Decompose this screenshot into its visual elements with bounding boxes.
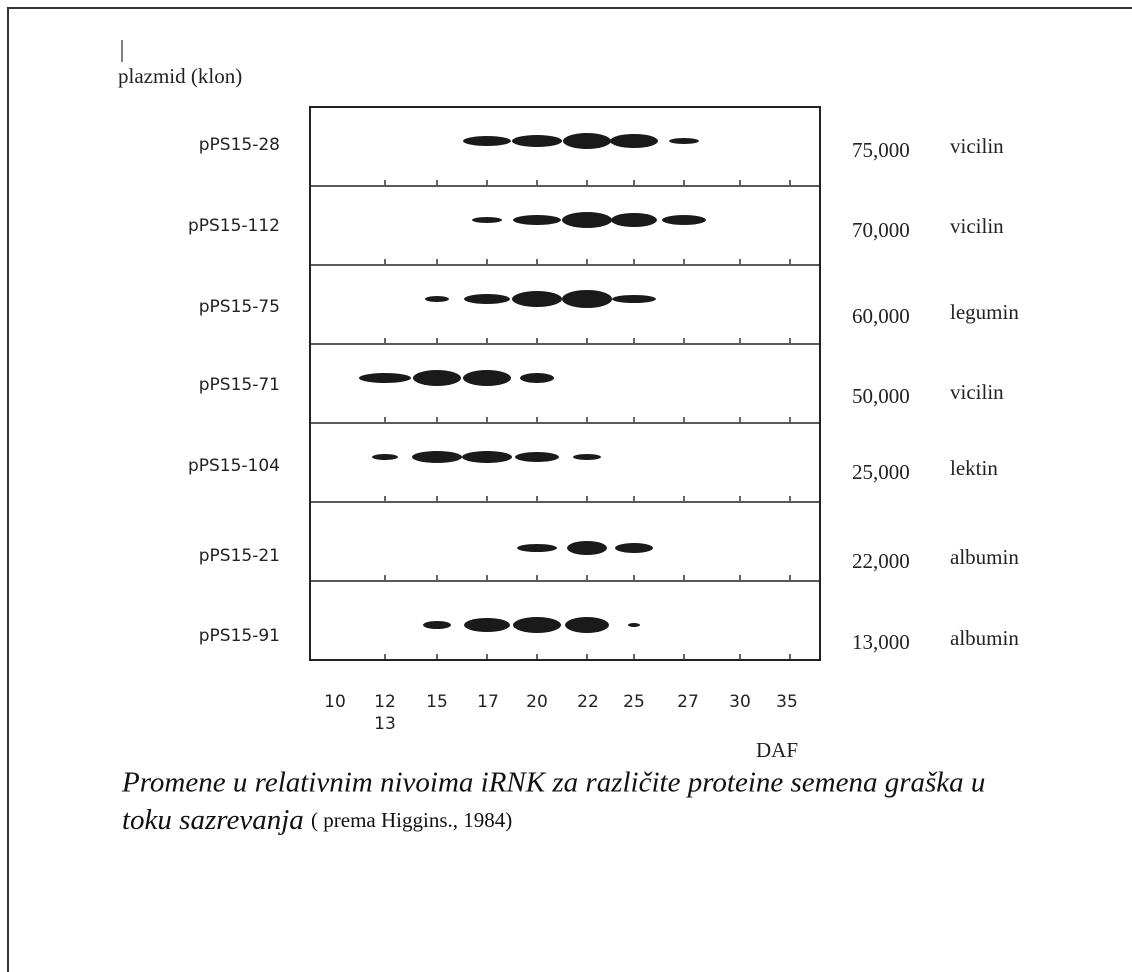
caption-line: Promene u relativnim nivoima iRNK za raz… bbox=[121, 767, 985, 799]
protein-label: legumin bbox=[950, 300, 1019, 324]
clone-label: pPS15-112 bbox=[188, 216, 280, 236]
protein-label: albumin bbox=[950, 626, 1019, 650]
band bbox=[423, 621, 451, 629]
band bbox=[513, 617, 561, 633]
band bbox=[372, 454, 398, 460]
clone-label: pPS15-21 bbox=[199, 546, 280, 566]
band bbox=[513, 215, 561, 225]
band bbox=[563, 133, 611, 149]
size-label: 75,000 bbox=[852, 138, 910, 162]
size-label: 50,000 bbox=[852, 384, 910, 408]
band bbox=[562, 290, 612, 308]
band bbox=[610, 134, 658, 148]
protein-label: vicilin bbox=[950, 214, 1004, 238]
protein-label: albumin bbox=[950, 545, 1019, 569]
band bbox=[611, 213, 657, 227]
clone-label: pPS15-28 bbox=[199, 135, 280, 155]
x-axis-title: DAF bbox=[756, 738, 798, 762]
clone-label: pPS15-91 bbox=[199, 626, 280, 646]
x-label: 25 bbox=[623, 692, 645, 712]
caption-source: ( prema Higgins., 1984) bbox=[311, 808, 512, 832]
band bbox=[628, 623, 640, 627]
band bbox=[412, 451, 462, 463]
x-label: 12 bbox=[374, 692, 396, 712]
band bbox=[562, 212, 612, 228]
x-label: 17 bbox=[477, 692, 499, 712]
x-label: 10 bbox=[324, 692, 346, 712]
band bbox=[472, 217, 502, 223]
header-label: plazmid (klon) bbox=[118, 64, 242, 88]
band bbox=[573, 454, 601, 460]
size-label: 60,000 bbox=[852, 304, 910, 328]
band bbox=[662, 215, 706, 225]
x-label: 22 bbox=[577, 692, 599, 712]
band bbox=[612, 295, 656, 303]
band bbox=[512, 135, 562, 147]
band bbox=[512, 291, 562, 307]
band bbox=[615, 543, 653, 553]
band bbox=[359, 373, 411, 383]
caption-line: toku sazrevanja ( prema Higgins., 1984) bbox=[122, 804, 512, 836]
protein-label: lektin bbox=[950, 456, 998, 480]
x-label: 20 bbox=[526, 692, 548, 712]
band bbox=[520, 373, 554, 383]
x-label: 30 bbox=[729, 692, 751, 712]
size-label: 25,000 bbox=[852, 460, 910, 484]
band bbox=[463, 370, 511, 386]
band bbox=[462, 451, 512, 463]
band bbox=[425, 296, 449, 302]
clone-label: pPS15-104 bbox=[188, 456, 280, 476]
band bbox=[565, 617, 609, 633]
rows: pPS15-28 75,000 vicilin pPS15-112 70,000 vici… bbox=[188, 133, 1019, 659]
band bbox=[567, 541, 607, 555]
blot-box bbox=[309, 106, 821, 661]
band bbox=[413, 370, 461, 386]
x-label: 27 bbox=[677, 692, 699, 712]
size-label: 13,000 bbox=[852, 630, 910, 654]
frame bbox=[7, 7, 1132, 972]
clone-label: pPS15-75 bbox=[199, 297, 280, 317]
protein-label: vicilin bbox=[950, 134, 1004, 158]
size-label: 70,000 bbox=[852, 218, 910, 242]
band bbox=[464, 294, 510, 304]
x-label: 35 bbox=[776, 692, 798, 712]
band bbox=[517, 544, 557, 552]
x-label: 15 bbox=[426, 692, 448, 712]
band bbox=[464, 618, 510, 632]
band bbox=[669, 138, 699, 144]
x-label: 13 bbox=[374, 714, 396, 734]
clone-label: pPS15-71 bbox=[199, 375, 280, 395]
band bbox=[463, 136, 511, 146]
caption-line: toku sazrevanja bbox=[122, 804, 304, 836]
band bbox=[515, 452, 559, 462]
size-label: 22,000 bbox=[852, 549, 910, 573]
protein-label: vicilin bbox=[950, 380, 1004, 404]
